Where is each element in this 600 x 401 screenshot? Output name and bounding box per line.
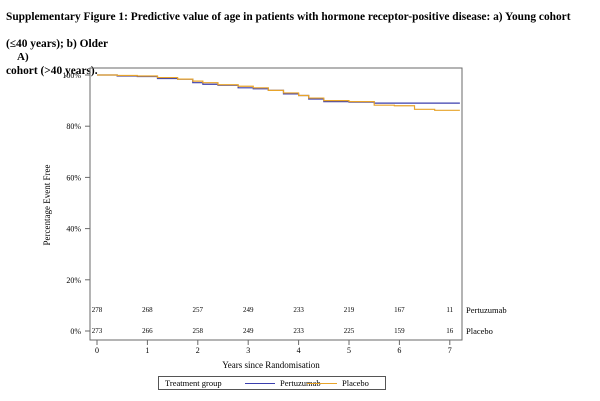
at-risk-pertuzumab-value: 278 (92, 306, 103, 314)
at-risk-placebo-label: Placebo (466, 326, 493, 336)
at-risk-pertuzumab-value: 11 (446, 306, 453, 314)
number-at-risk-table: 278 268 257 249 233 219 167 11 Pertuzumab 273 266 2… (92, 305, 507, 336)
panel-label: A) (17, 51, 29, 63)
at-risk-pertuzumab-value: 257 (193, 306, 204, 314)
y-tick-label: 20% (66, 276, 81, 285)
legend-swatch-pertuzumab (245, 382, 275, 384)
at-risk-pertuzumab-value: 167 (394, 306, 405, 314)
legend-title: Treatment group (165, 378, 222, 388)
x-tick-label: 5 (347, 346, 351, 355)
plot-frame (89, 67, 463, 341)
y-tick-label: 0% (70, 327, 81, 336)
x-tick-label: 0 (95, 346, 99, 355)
legend-label-placebo: Placebo (342, 378, 369, 388)
y-tick-label: 100% (62, 71, 81, 80)
at-risk-pertuzumab-value: 268 (142, 306, 153, 314)
at-risk-pertuzumab-label: Pertuzumab (466, 305, 507, 315)
x-tick-label: 6 (397, 346, 401, 355)
at-risk-placebo-value: 225 (344, 327, 355, 335)
caption-line-2: cohort (>40 years). (6, 65, 98, 77)
x-axis: 0 1 2 3 4 5 6 7 (95, 340, 452, 355)
x-tick-label: 1 (145, 346, 149, 355)
x-tick-label: 3 (246, 346, 250, 355)
at-risk-placebo-value: 258 (193, 327, 204, 335)
at-risk-placebo-value: 159 (394, 327, 405, 335)
at-risk-pertuzumab-value: 249 (243, 306, 254, 314)
legend-item-placebo: Placebo (307, 378, 369, 388)
at-risk-placebo-value: 233 (293, 327, 304, 335)
x-tick-label: 2 (196, 346, 200, 355)
y-axis-label: Percentage Event Free (42, 165, 52, 246)
y-tick-label: 60% (66, 173, 81, 182)
figure-caption: Supplementary Figure 1: Predictive value… (6, 4, 594, 85)
y-axis: 0% 20% 40% 60% 80% 100% (62, 71, 90, 336)
x-tick-label: 4 (297, 346, 301, 355)
at-risk-placebo-value: 266 (142, 327, 153, 335)
legend-swatch-placebo (307, 382, 337, 384)
caption-line-1: Supplementary Figure 1: Predictive value… (6, 11, 571, 50)
legend: Treatment group Pertuzumab Placebo (158, 376, 386, 390)
legend-item-pertuzumab: Pertuzumab (245, 378, 321, 388)
x-tick-label: 7 (448, 346, 452, 355)
at-risk-placebo-value: 16 (446, 327, 454, 335)
survival-curves (97, 74, 460, 111)
at-risk-placebo-value: 249 (243, 327, 254, 335)
y-tick-label: 80% (66, 122, 81, 131)
curve-placebo (97, 74, 460, 111)
at-risk-pertuzumab-value: 219 (344, 306, 355, 314)
y-tick-label: 40% (66, 225, 81, 234)
curve-pertuzumab (97, 74, 460, 104)
x-axis-label: Years since Randomisation (222, 360, 320, 370)
at-risk-pertuzumab-value: 233 (293, 306, 304, 314)
legend-label-pertuzumab: Pertuzumab (280, 378, 321, 388)
at-risk-placebo-value: 273 (92, 327, 103, 335)
